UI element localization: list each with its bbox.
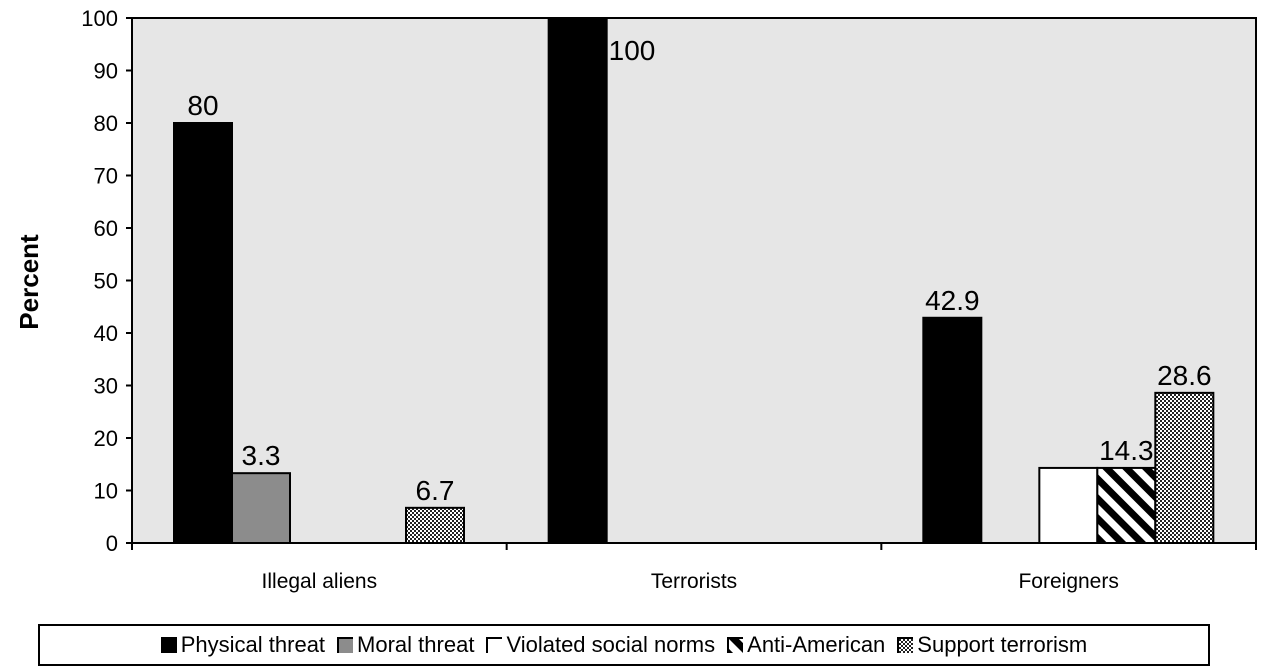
data-label: 42.9 bbox=[925, 285, 980, 316]
legend-swatch-fill bbox=[486, 637, 503, 653]
y-tick-label: 100 bbox=[81, 6, 118, 31]
legend-swatch-fill bbox=[160, 637, 177, 653]
bar bbox=[405, 506, 465, 545]
legend-item: Moral threat bbox=[337, 632, 474, 658]
legend: Physical threat Moral threat Violated soci… bbox=[38, 624, 1210, 666]
bar bbox=[1154, 391, 1215, 544]
legend-swatch bbox=[337, 637, 354, 653]
bar-series-group bbox=[173, 17, 1215, 545]
y-tick-label: 30 bbox=[94, 374, 118, 399]
legend-swatch bbox=[897, 637, 914, 653]
legend-item: Anti-American bbox=[727, 632, 885, 658]
y-axis: 0 10 20 30 40 50 60 70 80 90 100 bbox=[81, 6, 132, 556]
y-tick-label: 40 bbox=[94, 321, 118, 346]
y-tick-label: 80 bbox=[94, 111, 118, 136]
y-axis-title: Percent bbox=[14, 234, 44, 330]
legend-swatch-fill bbox=[337, 637, 354, 653]
data-label-group: 80 3.3 6.7 100 42.9 14.3 28.6 bbox=[187, 35, 1211, 506]
x-axis: Illegal aliens Terrorists Foreigners bbox=[131, 543, 1257, 593]
legend-swatch-fill bbox=[897, 637, 914, 653]
legend-label: Moral threat bbox=[357, 632, 475, 657]
y-tick-label: 20 bbox=[94, 426, 118, 451]
y-tick-label: 10 bbox=[94, 479, 118, 504]
legend-label: Violated social norms bbox=[506, 632, 716, 657]
data-label: 28.6 bbox=[1157, 360, 1212, 391]
bar bbox=[922, 316, 983, 544]
legend-swatch bbox=[160, 637, 177, 653]
data-label: 6.7 bbox=[416, 475, 455, 506]
legend-item: Support terrorism bbox=[897, 632, 1087, 658]
y-tick-label: 70 bbox=[94, 164, 118, 189]
data-label: 14.3 bbox=[1099, 435, 1154, 466]
data-label: 3.3 bbox=[242, 440, 281, 471]
bar bbox=[231, 472, 291, 544]
legend-item: Violated social norms bbox=[486, 632, 715, 658]
legend-swatch bbox=[486, 637, 503, 653]
legend-label: Support terrorism bbox=[917, 632, 1088, 657]
bar bbox=[547, 17, 608, 544]
legend-swatch-fill bbox=[727, 637, 744, 653]
bar bbox=[173, 122, 233, 544]
data-label: 100 bbox=[609, 35, 656, 66]
legend-label: Physical threat bbox=[180, 632, 326, 657]
x-category-label: Illegal aliens bbox=[262, 570, 378, 593]
bar bbox=[1096, 466, 1157, 544]
data-label: 80 bbox=[187, 90, 218, 121]
plot-area bbox=[131, 17, 1257, 544]
y-tick-label: 50 bbox=[94, 269, 118, 294]
y-tick-label: 90 bbox=[94, 59, 118, 84]
x-category-label: Foreigners bbox=[1018, 570, 1118, 593]
legend-item: Physical threat bbox=[160, 632, 326, 658]
x-category-label: Terrorists bbox=[651, 570, 737, 593]
y-tick-label: 0 bbox=[106, 531, 118, 556]
y-tick-label: 60 bbox=[94, 216, 118, 241]
bar bbox=[1038, 466, 1099, 544]
legend-swatch bbox=[727, 637, 744, 653]
legend-label: Anti-American bbox=[747, 632, 886, 657]
